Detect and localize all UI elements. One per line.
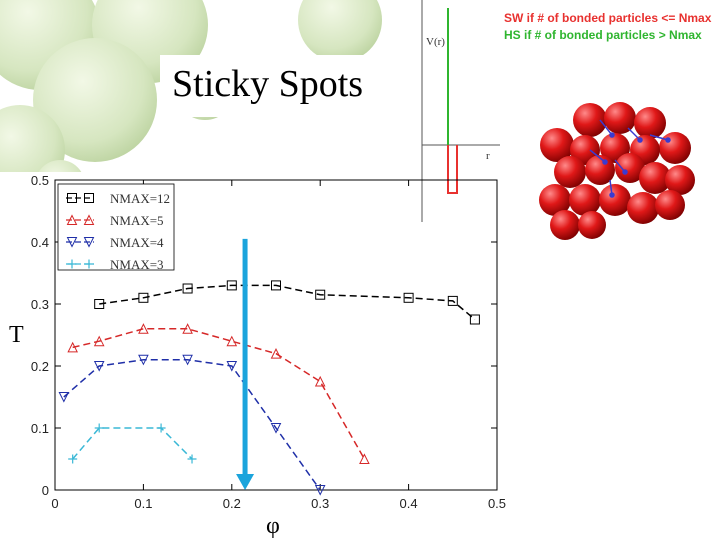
slide-title: Sticky Spots xyxy=(172,63,364,105)
legend-label: NMAX=4 xyxy=(110,235,164,250)
data-point xyxy=(67,341,78,353)
potential-legend: SW if # of bonded particles <= Nmax HS i… xyxy=(504,10,711,44)
data-point xyxy=(226,335,238,347)
y-tick-label: 0.1 xyxy=(31,421,49,436)
legend-marker xyxy=(66,214,78,225)
data-point xyxy=(156,423,166,433)
legend-marker xyxy=(83,214,95,225)
data-point xyxy=(187,454,197,464)
title-background xyxy=(160,55,410,117)
data-point xyxy=(469,314,480,325)
legend-marker xyxy=(67,193,77,203)
data-point xyxy=(94,423,104,433)
data-point xyxy=(271,280,281,291)
data-point xyxy=(270,423,282,434)
legend-label: NMAX=12 xyxy=(110,191,170,206)
data-point xyxy=(447,295,458,306)
legend-marker xyxy=(83,237,95,248)
data-point xyxy=(403,292,414,303)
y-tick-label: 0 xyxy=(42,483,49,498)
x-tick-label: 0.4 xyxy=(400,496,418,511)
y-tick-label: 0.5 xyxy=(31,173,49,188)
potential-x-label: r xyxy=(486,150,490,162)
y-tick-label: 0.2 xyxy=(31,359,49,374)
data-point xyxy=(226,280,237,291)
series-line-2 xyxy=(63,359,321,491)
y-axis-title: T xyxy=(9,322,24,348)
legend-label: NMAX=5 xyxy=(110,213,164,228)
data-point xyxy=(314,375,326,387)
data-point xyxy=(314,485,326,496)
series-line-0 xyxy=(99,284,476,321)
data-point xyxy=(58,392,70,403)
x-tick-label: 0 xyxy=(51,496,58,511)
data-point xyxy=(359,453,370,464)
data-point xyxy=(138,323,149,334)
hs-rule-text: HS if # of bonded particles > Nmax xyxy=(504,28,702,42)
y-tick-label: 0.3 xyxy=(31,297,49,312)
legend-marker xyxy=(84,193,94,203)
particle-cluster-image xyxy=(539,95,695,245)
data-point xyxy=(68,454,78,464)
data-point xyxy=(315,289,326,300)
data-point xyxy=(182,354,193,366)
x-tick-label: 0.5 xyxy=(488,496,506,511)
legend-marker xyxy=(66,237,78,248)
potential-y-label: V(r) xyxy=(426,36,445,48)
plot-frame xyxy=(54,179,498,491)
legend-marker xyxy=(67,259,77,269)
x-axis-title: φ xyxy=(266,513,280,539)
x-tick-label: 0.1 xyxy=(134,496,152,511)
series-line-3 xyxy=(72,427,193,460)
legend-marker xyxy=(84,259,94,269)
data-point xyxy=(138,354,149,366)
data-point xyxy=(93,335,105,347)
data-point xyxy=(182,323,193,334)
data-point xyxy=(226,361,238,372)
data-point xyxy=(94,299,105,309)
series-line-1 xyxy=(72,328,366,460)
quench-arrow-head xyxy=(236,474,255,490)
phase-diagram-chart: 00 0.1 0.1 0.2 0.2 0.3 0.3 0.4 0.4 0.5 0.5 NMAX=12 N… xyxy=(31,173,506,511)
data-point xyxy=(93,361,105,372)
x-tick-label: 0.2 xyxy=(223,496,241,511)
data-point xyxy=(182,283,193,294)
sw-rule-text: SW if # of bonded particles <= Nmax xyxy=(504,11,712,25)
legend-label: NMAX=3 xyxy=(110,257,164,272)
data-point xyxy=(138,292,149,303)
x-tick-label: 0.3 xyxy=(311,496,329,511)
y-tick-label: 0.4 xyxy=(31,235,49,250)
data-point xyxy=(270,347,282,359)
